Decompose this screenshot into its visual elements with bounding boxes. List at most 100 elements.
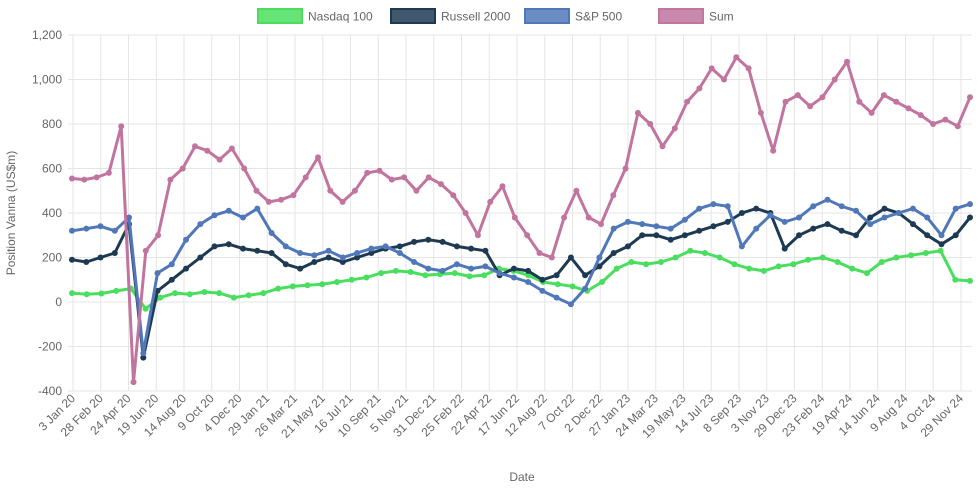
- data-point: [624, 218, 631, 225]
- data-point: [451, 270, 458, 277]
- data-point: [781, 218, 788, 225]
- data-point: [647, 121, 654, 127]
- data-point: [211, 243, 218, 250]
- data-point: [289, 283, 296, 290]
- data-point: [659, 143, 666, 150]
- data-point: [782, 98, 789, 105]
- data-point: [917, 112, 924, 119]
- data-point: [653, 232, 660, 239]
- data-point: [354, 250, 361, 256]
- data-point: [297, 265, 304, 272]
- series-s-p-500: [69, 196, 973, 357]
- data-point: [98, 290, 105, 297]
- data-point: [781, 245, 788, 252]
- data-point: [468, 245, 475, 252]
- data-point: [142, 305, 149, 312]
- data-point: [396, 250, 403, 256]
- data-point: [770, 147, 777, 154]
- data-point: [598, 221, 604, 228]
- data-point: [401, 174, 408, 181]
- legend-item[interactable]: Nasdaq 100: [257, 8, 373, 24]
- data-point: [275, 285, 282, 292]
- data-point: [731, 261, 738, 268]
- y-tick-label: 1,000: [32, 73, 62, 87]
- data-point: [838, 227, 845, 234]
- y-tick-label: -400: [38, 384, 62, 398]
- data-point: [339, 254, 346, 261]
- data-point: [767, 212, 774, 219]
- data-point: [325, 254, 332, 261]
- data-point: [967, 201, 973, 208]
- data-point: [824, 196, 831, 203]
- legend-item[interactable]: Sum: [658, 8, 734, 24]
- data-point: [622, 165, 629, 172]
- y-tick-label: 0: [55, 295, 62, 309]
- data-point: [585, 214, 592, 221]
- data-point: [760, 267, 767, 274]
- data-point: [439, 238, 446, 245]
- data-point: [710, 201, 717, 208]
- data-point: [696, 227, 703, 234]
- data-point: [157, 294, 164, 301]
- data-point: [363, 274, 370, 281]
- data-point: [168, 261, 175, 268]
- data-point: [111, 250, 118, 256]
- data-point: [561, 214, 568, 221]
- data-point: [794, 92, 801, 99]
- data-point: [118, 123, 125, 130]
- y-tick-label: 1,200: [32, 28, 62, 42]
- legend-label: Nasdaq 100: [308, 10, 373, 24]
- y-tick-label: -200: [38, 340, 62, 354]
- data-point: [938, 232, 945, 239]
- data-point: [302, 174, 309, 181]
- data-point: [810, 225, 817, 232]
- data-point: [511, 214, 518, 221]
- legend-label: Sum: [709, 10, 734, 24]
- data-point: [805, 256, 812, 263]
- data-point: [83, 291, 90, 298]
- data-point: [81, 176, 88, 183]
- data-point: [708, 65, 715, 72]
- legend-swatch: [257, 8, 303, 24]
- data-point: [339, 259, 346, 265]
- data-point: [753, 225, 760, 232]
- data-point: [867, 221, 874, 228]
- data-point: [878, 259, 885, 265]
- data-point: [216, 290, 223, 297]
- legend-label: Russell 2000: [441, 10, 511, 24]
- data-point: [140, 350, 147, 357]
- data-point: [599, 279, 605, 285]
- data-point: [738, 243, 745, 250]
- data-point: [140, 354, 147, 361]
- data-point: [834, 259, 841, 265]
- data-point: [154, 270, 161, 277]
- data-point: [831, 76, 838, 83]
- data-point: [225, 241, 232, 248]
- data-point: [425, 174, 432, 181]
- data-point: [853, 207, 859, 214]
- data-point: [254, 247, 261, 254]
- data-point: [796, 214, 802, 221]
- legend-item[interactable]: S&P 500: [524, 8, 622, 24]
- data-point: [856, 98, 863, 105]
- data-point: [634, 109, 641, 116]
- data-point: [922, 250, 929, 256]
- data-point: [796, 232, 802, 239]
- data-point: [628, 259, 635, 265]
- data-point: [910, 205, 916, 212]
- data-point: [278, 196, 285, 203]
- data-point: [348, 276, 355, 283]
- legend-item[interactable]: Russell 2000: [390, 8, 511, 24]
- data-point: [702, 250, 708, 256]
- data-point: [487, 198, 494, 205]
- data-point: [69, 290, 75, 297]
- y-tick-label: 600: [42, 162, 62, 176]
- data-point: [496, 270, 503, 277]
- data-point: [582, 272, 589, 279]
- data-point: [639, 221, 646, 228]
- y-tick-label: 400: [42, 206, 62, 220]
- data-point: [225, 207, 232, 214]
- data-point: [667, 225, 674, 232]
